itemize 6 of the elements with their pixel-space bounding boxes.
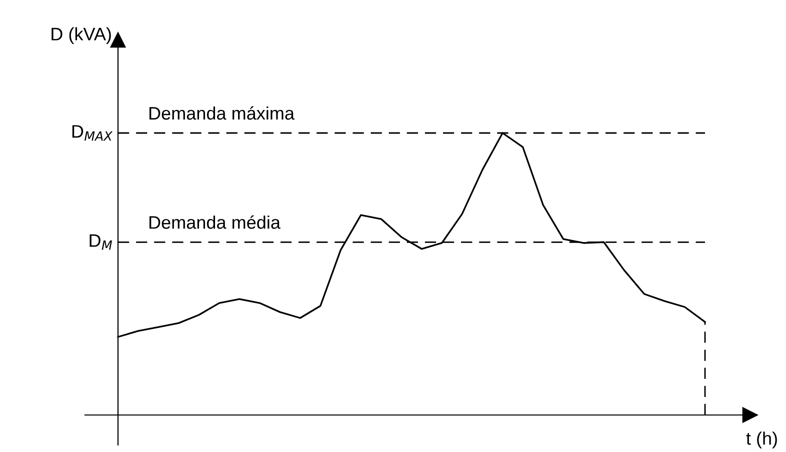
ref-line-label: D$_{MAX}$ [72, 125, 113, 141]
annotation: Demanda máxima [149, 106, 295, 120]
annotation: Demanda média [149, 215, 280, 229]
ref-line-label: D$_{M}$ [90, 234, 112, 250]
x-axis-title: t (h) [746, 432, 777, 448]
y-axis-title: D (kVA) [52, 27, 111, 44]
